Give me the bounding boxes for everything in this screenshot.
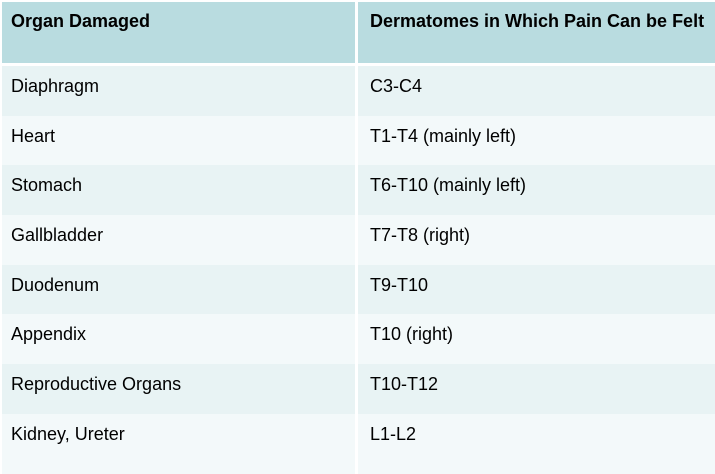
dermatome-cell: T1-T4 (mainly left) [355, 115, 715, 166]
dermatome-cell: T7-T8 (right) [355, 215, 715, 265]
table-row: Heart T1-T4 (mainly left) [2, 115, 715, 166]
organ-cell: Kidney, Ureter [11, 423, 125, 444]
dermatome-cell: T10 (right) [355, 314, 715, 365]
dermatome-cell: T10-T12 [355, 364, 715, 414]
table-header-row: Organ Damaged Dermatomes in Which Pain C… [2, 2, 715, 66]
column-header-dermatomes: Dermatomes in Which Pain Can be Felt [355, 2, 715, 63]
organ-cell: Appendix [11, 324, 87, 345]
organ-cell: Stomach [11, 175, 83, 196]
organ-cell: Heart [11, 125, 56, 146]
table-row: Duodenum T9-T10 [2, 264, 715, 315]
table-row: Stomach T6-T10 (mainly left) [2, 165, 715, 216]
table-row: Diaphragm C3-C4 [2, 66, 715, 116]
column-header-organ-damaged: Organ Damaged [11, 11, 151, 31]
organ-cell: Reproductive Organs [11, 374, 182, 395]
dermatome-cell: L1-L2 [355, 413, 715, 474]
table-row: Reproductive Organs T10-T12 [2, 364, 715, 414]
table-body: Diaphragm C3-C4 Heart T1-T4 (mainly left… [2, 66, 715, 474]
dermatome-cell: T9-T10 [355, 264, 715, 315]
organ-cell: Diaphragm [11, 76, 100, 96]
dermatome-cell: T6-T10 (mainly left) [355, 165, 715, 216]
organ-cell: Duodenum [11, 274, 100, 295]
dermatome-cell: C3-C4 [355, 66, 715, 116]
organ-cell: Gallbladder [11, 225, 104, 246]
table-row: Gallbladder T7-T8 (right) [2, 215, 715, 265]
table-row: Kidney, Ureter L1-L2 [2, 413, 715, 474]
table-row: Appendix T10 (right) [2, 314, 715, 365]
